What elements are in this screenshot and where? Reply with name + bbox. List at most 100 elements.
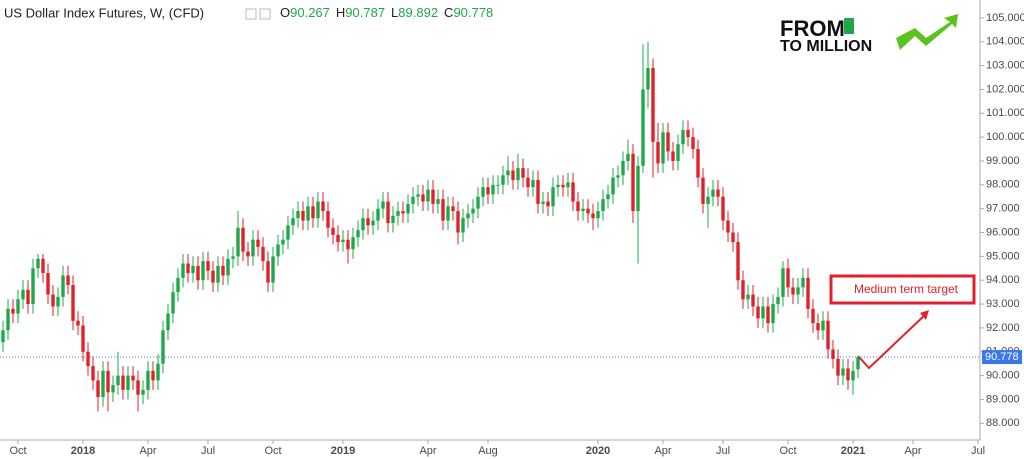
candle-body <box>766 306 770 324</box>
candle-body <box>636 165 640 212</box>
candle-body <box>846 368 850 381</box>
candle-body <box>241 227 245 252</box>
candle-body <box>161 330 165 364</box>
y-tick-label: 89.000 <box>986 393 1020 405</box>
candle-body <box>746 294 750 300</box>
candle-body <box>721 196 725 221</box>
annotation-text: Medium term target <box>854 282 959 296</box>
candle-body <box>306 206 310 221</box>
x-tick-label: Oct <box>9 445 26 457</box>
candle-body <box>631 153 635 212</box>
chart-title: US Dollar Index Futures, W, (CFD) <box>4 5 204 20</box>
candle-body <box>146 370 150 390</box>
candle-body <box>446 206 450 221</box>
candle-body <box>81 325 85 352</box>
candle-body <box>151 370 155 381</box>
candle-body <box>436 199 440 204</box>
candle-body <box>726 220 730 233</box>
candle-body <box>516 168 520 181</box>
candle-body <box>851 370 855 381</box>
candle-body <box>346 239 350 250</box>
candle-body <box>121 375 125 390</box>
ohlc-legend: O90.267 H90.787 L89.892 C90.778 <box>280 5 493 20</box>
y-tick-label: 90.000 <box>986 370 1020 382</box>
candle-body <box>201 261 205 281</box>
candle-body <box>286 225 290 240</box>
y-tick-label: 102.000 <box>986 83 1024 95</box>
x-tick-label: Oct <box>779 445 796 457</box>
ohlc-label: H <box>336 5 345 20</box>
logo-icon <box>844 18 854 34</box>
candle-body <box>191 265 195 274</box>
price-tag-label: 90.778 <box>985 351 1019 363</box>
candle-body <box>26 289 30 305</box>
candle-body <box>706 196 710 204</box>
candle-body <box>131 375 135 381</box>
candle-body <box>816 323 820 331</box>
candle-body <box>551 187 555 207</box>
candle-body <box>276 244 280 257</box>
candle-body <box>246 251 250 257</box>
candle-body <box>16 299 20 314</box>
y-tick-label: 105.000 <box>986 12 1024 24</box>
candle-body <box>76 320 80 326</box>
candle-body <box>226 258 230 276</box>
candle-body <box>681 129 685 145</box>
y-tick-label: 100.000 <box>986 131 1024 143</box>
candle-body <box>786 268 790 288</box>
candle-body <box>751 294 755 307</box>
x-tick-label: Apr <box>904 445 921 457</box>
candle-body <box>361 218 365 231</box>
candle-body <box>781 268 785 297</box>
logo-text: FROM <box>780 16 845 41</box>
candle-body <box>96 380 100 398</box>
x-tick-label: 2019 <box>331 445 355 457</box>
candle-body <box>406 203 410 214</box>
candle-body <box>326 211 330 228</box>
candle-body <box>401 211 405 214</box>
candle-body <box>616 175 620 178</box>
candle-body <box>711 189 715 197</box>
candle-body <box>546 201 550 207</box>
candle-body <box>676 144 680 161</box>
candle-body <box>281 239 285 245</box>
candle-body <box>456 211 460 233</box>
candle-body <box>411 196 415 204</box>
candle-body <box>571 182 575 202</box>
candle-body <box>31 268 35 305</box>
candle-body <box>316 201 320 219</box>
candle-body <box>86 351 90 367</box>
candle-body <box>691 137 695 150</box>
candle-body <box>811 308 815 324</box>
candle-body <box>596 211 600 219</box>
candle-body <box>641 89 645 166</box>
candle-body <box>431 189 435 204</box>
candle-body <box>166 313 170 331</box>
icon[interactable] <box>259 8 271 20</box>
x-tick-label: Jul <box>971 445 985 457</box>
x-tick-label: Apr <box>654 445 671 457</box>
candle-body <box>621 160 625 176</box>
y-tick-label: 103.000 <box>986 59 1024 71</box>
candle-body <box>736 242 740 281</box>
candle-body <box>426 189 430 202</box>
candle-body <box>331 227 335 235</box>
candle-body <box>366 218 370 226</box>
candle-body <box>116 375 120 386</box>
x-tick-label: Oct <box>264 445 281 457</box>
candle-body <box>651 67 655 142</box>
annotation-box <box>829 274 976 305</box>
candle-body <box>36 258 40 269</box>
candle-body <box>836 358 840 376</box>
candle-body <box>391 215 395 223</box>
candle-body <box>21 289 25 300</box>
candle-body <box>171 292 175 314</box>
candle-body <box>231 256 235 259</box>
candle-body <box>501 175 505 185</box>
candle-body <box>626 153 630 161</box>
candle-body <box>101 370 105 398</box>
icon[interactable] <box>245 8 257 20</box>
candle-body <box>256 239 260 247</box>
candle-body <box>206 261 210 271</box>
